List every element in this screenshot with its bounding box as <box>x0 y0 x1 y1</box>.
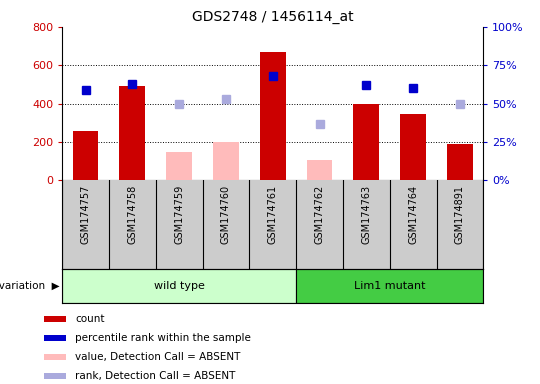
Text: percentile rank within the sample: percentile rank within the sample <box>76 333 251 343</box>
Text: GSM174761: GSM174761 <box>268 185 278 244</box>
Text: GSM174764: GSM174764 <box>408 185 418 244</box>
Text: GSM174763: GSM174763 <box>361 185 372 244</box>
Text: GSM174762: GSM174762 <box>314 185 325 244</box>
Text: rank, Detection Call = ABSENT: rank, Detection Call = ABSENT <box>76 371 236 381</box>
Text: GSM174758: GSM174758 <box>127 185 137 244</box>
Text: value, Detection Call = ABSENT: value, Detection Call = ABSENT <box>76 352 241 362</box>
Text: count: count <box>76 314 105 324</box>
Text: Lim1 mutant: Lim1 mutant <box>354 281 426 291</box>
Bar <box>119 86 145 180</box>
Bar <box>447 144 473 180</box>
Title: GDS2748 / 1456114_at: GDS2748 / 1456114_at <box>192 10 354 25</box>
Text: GSM174891: GSM174891 <box>455 185 465 244</box>
Bar <box>72 131 98 180</box>
Bar <box>213 142 239 180</box>
Text: wild type: wild type <box>154 281 205 291</box>
Bar <box>353 104 379 180</box>
Bar <box>44 354 65 360</box>
Text: GSM174759: GSM174759 <box>174 185 184 244</box>
Bar <box>260 52 286 180</box>
Bar <box>44 335 65 341</box>
Text: GSM174757: GSM174757 <box>80 185 91 244</box>
Bar <box>307 161 333 180</box>
Bar <box>296 269 483 303</box>
Bar <box>44 373 65 379</box>
Bar <box>44 316 65 322</box>
Bar <box>166 152 192 180</box>
Bar <box>400 114 426 180</box>
Text: genotype/variation  ▶: genotype/variation ▶ <box>0 281 60 291</box>
Text: GSM174760: GSM174760 <box>221 185 231 244</box>
Bar <box>62 269 296 303</box>
